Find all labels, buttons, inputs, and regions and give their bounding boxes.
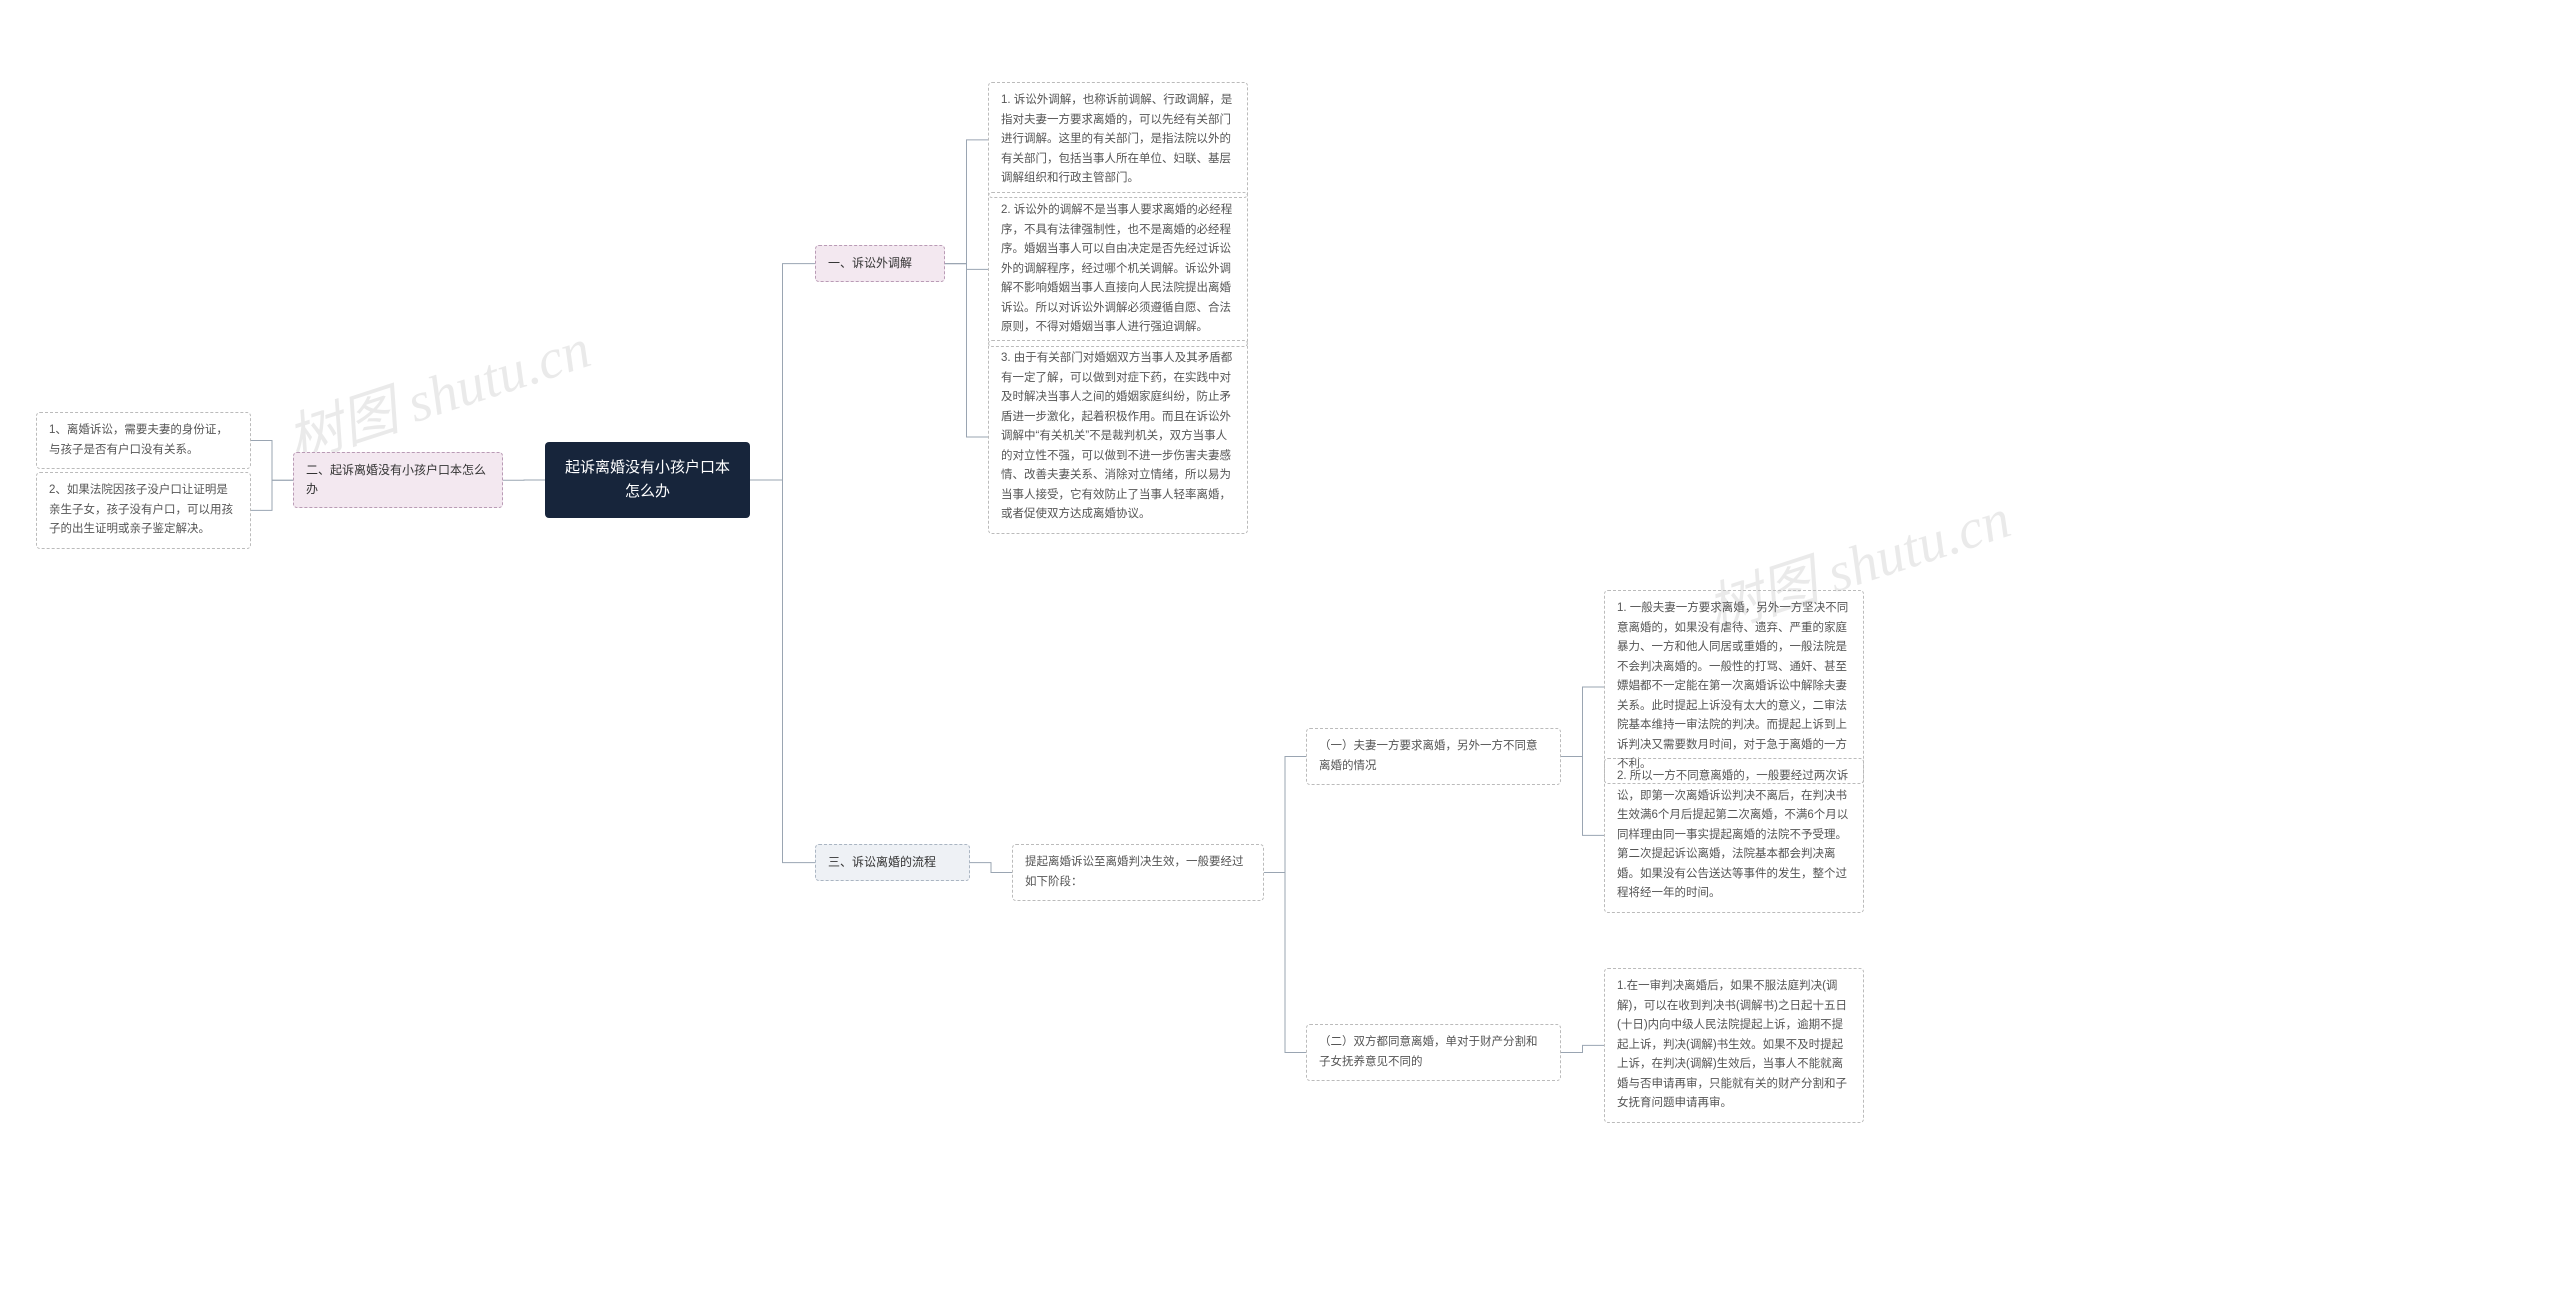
branch-2-leaf-0: 1、离婚诉讼，需要夫妻的身份证，与孩子是否有户口没有关系。 [36, 412, 251, 469]
root-line2: 怎么办 [625, 483, 670, 500]
root-node: 起诉离婚没有小孩户口本 怎么办 [545, 442, 750, 518]
branch-3: 三、诉讼离婚的流程 [815, 844, 970, 881]
branch-3-sub: 提起离婚诉讼至离婚判决生效，一般要经过如下阶段： [1012, 844, 1264, 901]
branch-3-child-1: （一）夫妻一方要求离婚，另外一方不同意离婚的情况 [1306, 728, 1561, 785]
branch-3-child-2: （二）双方都同意离婚，单对于财产分割和子女抚养意见不同的 [1306, 1024, 1561, 1081]
branch-3-child-2-leaf-0: 1.在一审判决离婚后，如果不服法庭判决(调解)，可以在收到判决书(调解书)之日起… [1604, 968, 1864, 1123]
branch-2-leaf-1: 2、如果法院因孩子没户口让证明是亲生子女，孩子没有户口，可以用孩子的出生证明或亲… [36, 472, 251, 549]
branch-1-leaf-0: 1. 诉讼外调解，也称诉前调解、行政调解，是指对夫妻一方要求离婚的，可以先经有关… [988, 82, 1248, 198]
branch-1: 一、诉讼外调解 [815, 245, 945, 282]
branch-1-leaf-2: 3. 由于有关部门对婚姻双方当事人及其矛盾都有一定了解，可以做到对症下药，在实践… [988, 340, 1248, 534]
branch-3-child-1-leaf-0: 1. 一般夫妻一方要求离婚，另外一方坚决不同意离婚的，如果没有虐待、遗弃、严重的… [1604, 590, 1864, 784]
branch-1-leaf-1: 2. 诉讼外的调解不是当事人要求离婚的必经程序，不具有法律强制性，也不是离婚的必… [988, 192, 1248, 347]
branch-2: 二、起诉离婚没有小孩户口本怎么办 [293, 452, 503, 508]
branch-3-child-1-leaf-1: 2. 所以一方不同意离婚的，一般要经过两次诉讼，即第一次离婚诉讼判决不离后，在判… [1604, 758, 1864, 913]
root-line1: 起诉离婚没有小孩户口本 [565, 459, 730, 476]
